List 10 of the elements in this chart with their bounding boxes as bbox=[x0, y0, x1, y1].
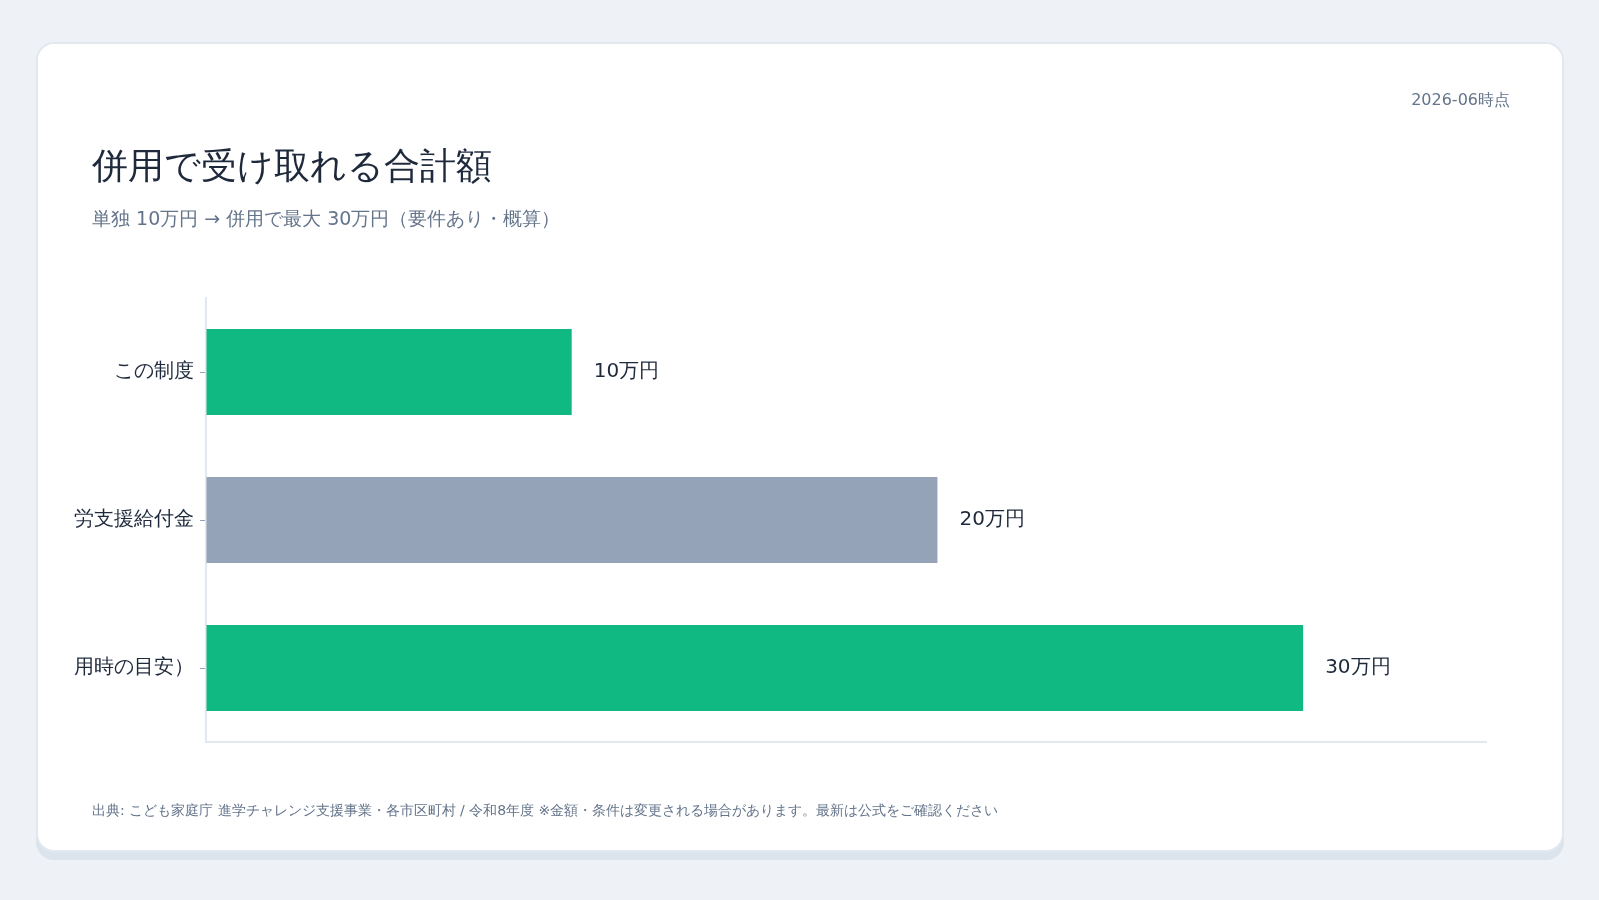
data-label: 10万円 bbox=[593, 358, 660, 383]
data-label: 20万円 bbox=[959, 506, 1025, 531]
chart-title: 併用で受け取れる合計額 bbox=[92, 144, 492, 188]
source-note: 出典: こども家庭庁 進学チャレンジ支援事業・各市区町村 / 令和8年度 ※金額・条件は変更される場合があります。最新は公式をご確認ください bbox=[92, 802, 999, 820]
chart-subtitle: 単独 10万円 → 併用で最大 30万円（要件あり・概算） bbox=[92, 206, 561, 231]
y-tick-label: 用時の目安） bbox=[74, 654, 194, 679]
y-tick-label: この制度 bbox=[114, 358, 194, 383]
data-label: 30万円 bbox=[1325, 654, 1391, 679]
y-tick-label: 労支援給付金 bbox=[74, 506, 194, 531]
text: 2026-06時点 bbox=[1411, 90, 1510, 111]
